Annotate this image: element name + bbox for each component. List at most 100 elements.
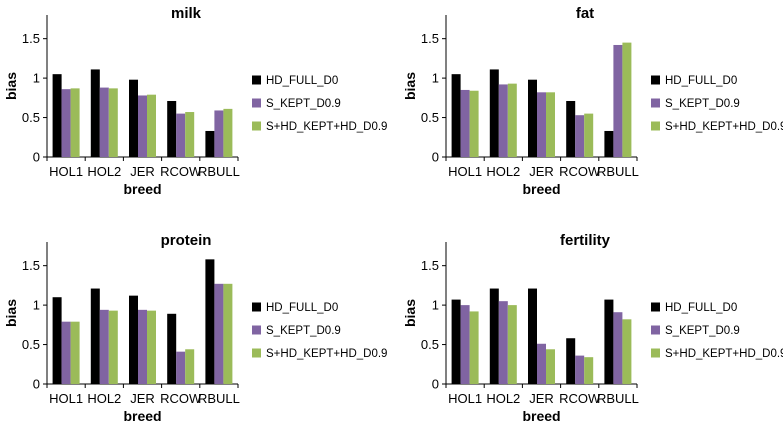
y-tick-label: 1 xyxy=(33,71,40,86)
bar-HOL2-S_KEPT_D0.9 xyxy=(99,309,109,384)
bar-RCOW-S+HD_KEPT+HD_D0.9 xyxy=(185,112,195,157)
x-tick-label: HOL2 xyxy=(87,164,121,179)
bar-HOL2-S+HD_KEPT+HD_D0.9 xyxy=(108,88,118,157)
x-tick-label: HOL1 xyxy=(448,164,482,179)
legend-label: HD_FULL_D0 xyxy=(266,302,338,314)
bar-HOL2-S_KEPT_D0.9 xyxy=(498,84,508,157)
bar-HOL1-S+HD_KEPT+HD_D0.9 xyxy=(469,311,479,384)
legend-swatch xyxy=(252,325,261,335)
bar-JER-HD_FULL_D0 xyxy=(528,288,537,384)
bar-RBULL-HD_FULL_D0 xyxy=(604,130,614,157)
x-tick-label: HOL2 xyxy=(87,391,121,406)
y-tick-label: 0 xyxy=(33,377,40,392)
x-tick-label: JER xyxy=(529,164,554,179)
x-axis-title: breed xyxy=(522,408,560,423)
bar-HOL2-HD_FULL_D0 xyxy=(489,288,499,384)
bar-JER-HD_FULL_D0 xyxy=(528,79,537,157)
bar-HOL2-S+HD_KEPT+HD_D0.9 xyxy=(507,83,517,157)
bar-HOL2-S_KEPT_D0.9 xyxy=(99,87,109,157)
legend-label: S+HD_KEPT+HD_D0.9 xyxy=(266,121,387,133)
chart-title: protein xyxy=(161,232,212,249)
bar-JER-S_KEPT_D0.9 xyxy=(138,95,147,157)
bar-RBULL-HD_FULL_D0 xyxy=(205,130,215,157)
legend-label: HD_FULL_D0 xyxy=(266,75,338,87)
x-tick-label: JER xyxy=(130,164,155,179)
y-axis-title: bias xyxy=(402,299,418,327)
bar-RCOW-HD_FULL_D0 xyxy=(167,100,177,157)
y-tick-label: 1.5 xyxy=(421,258,439,273)
legend-swatch xyxy=(651,98,660,108)
bar-RBULL-S_KEPT_D0.9 xyxy=(214,110,224,157)
bar-JER-S_KEPT_D0.9 xyxy=(537,92,546,157)
legend-swatch xyxy=(252,121,261,131)
x-tick-label: HOL2 xyxy=(486,391,520,406)
legend-swatch xyxy=(651,325,660,335)
bar-RBULL-S+HD_KEPT+HD_D0.9 xyxy=(622,42,632,157)
x-tick-label: JER xyxy=(529,391,554,406)
legend-label: S+HD_KEPT+HD_D0.9 xyxy=(665,121,783,133)
bar-HOL1-HD_FULL_D0 xyxy=(451,299,461,384)
legend-label: S_KEPT_D0.9 xyxy=(266,98,341,110)
y-tick-label: 1 xyxy=(33,298,40,313)
bar-JER-HD_FULL_D0 xyxy=(129,79,138,157)
legend-label: S_KEPT_D0.9 xyxy=(665,98,740,110)
chart-title: milk xyxy=(171,5,202,22)
bar-JER-S_KEPT_D0.9 xyxy=(138,309,147,384)
bar-HOL1-S_KEPT_D0.9 xyxy=(460,305,470,384)
y-tick-label: 1.5 xyxy=(22,258,40,273)
bar-HOL1-HD_FULL_D0 xyxy=(52,74,62,157)
legend-label: S_KEPT_D0.9 xyxy=(266,325,341,337)
x-tick-label: RBULL xyxy=(597,391,639,406)
bar-JER-S+HD_KEPT+HD_D0.9 xyxy=(546,349,555,384)
y-tick-label: 1 xyxy=(432,71,439,86)
y-tick-label: 1.5 xyxy=(421,31,439,46)
bar-HOL1-HD_FULL_D0 xyxy=(451,74,461,157)
y-tick-label: 1 xyxy=(432,298,439,313)
bar-JER-S+HD_KEPT+HD_D0.9 xyxy=(546,92,555,157)
x-axis-title: breed xyxy=(123,181,161,197)
bar-RBULL-S+HD_KEPT+HD_D0.9 xyxy=(622,319,632,384)
bar-RCOW-S+HD_KEPT+HD_D0.9 xyxy=(584,357,594,384)
bar-JER-S+HD_KEPT+HD_D0.9 xyxy=(147,94,156,157)
bar-RCOW-HD_FULL_D0 xyxy=(566,100,576,157)
x-tick-label: HOL1 xyxy=(49,164,83,179)
legend-label: S+HD_KEPT+HD_D0.9 xyxy=(266,348,387,360)
bar-RCOW-S+HD_KEPT+HD_D0.9 xyxy=(584,113,594,157)
bar-RCOW-HD_FULL_D0 xyxy=(566,338,576,384)
x-axis-title: breed xyxy=(522,181,560,197)
chart-title: fat xyxy=(576,5,594,22)
bar-RBULL-HD_FULL_D0 xyxy=(604,299,614,384)
bar-HOL1-S_KEPT_D0.9 xyxy=(460,89,470,157)
y-tick-label: 0.5 xyxy=(421,110,439,125)
bar-HOL2-S_KEPT_D0.9 xyxy=(498,301,508,384)
x-tick-label: RBULL xyxy=(198,164,240,179)
bar-HOL2-HD_FULL_D0 xyxy=(489,69,499,157)
bar-HOL1-S_KEPT_D0.9 xyxy=(61,321,71,384)
y-tick-label: 0.5 xyxy=(421,337,439,352)
bar-RCOW-S+HD_KEPT+HD_D0.9 xyxy=(185,349,195,384)
legend-label: S+HD_KEPT+HD_D0.9 xyxy=(665,348,783,360)
x-tick-label: RBULL xyxy=(198,391,240,406)
bar-HOL1-S+HD_KEPT+HD_D0.9 xyxy=(70,88,80,157)
x-tick-label: JER xyxy=(130,391,155,406)
y-tick-label: 0 xyxy=(432,150,439,165)
x-tick-label: RCOW xyxy=(559,164,601,179)
bar-JER-HD_FULL_D0 xyxy=(129,295,138,384)
legend-swatch xyxy=(651,348,660,358)
bar-RBULL-S+HD_KEPT+HD_D0.9 xyxy=(223,108,233,157)
y-tick-label: 1.5 xyxy=(22,31,40,46)
chart-title: fertility xyxy=(560,232,611,249)
x-tick-label: RCOW xyxy=(160,164,202,179)
bar-HOL1-S+HD_KEPT+HD_D0.9 xyxy=(469,90,479,157)
bar-RBULL-S_KEPT_D0.9 xyxy=(613,44,623,157)
bar-JER-S_KEPT_D0.9 xyxy=(537,343,546,384)
x-tick-label: RCOW xyxy=(160,391,202,406)
bar-HOL1-HD_FULL_D0 xyxy=(52,297,62,384)
bar-HOL2-HD_FULL_D0 xyxy=(90,288,100,384)
legend-swatch xyxy=(252,98,261,108)
x-tick-label: HOL1 xyxy=(49,391,83,406)
x-tick-label: RCOW xyxy=(559,391,601,406)
